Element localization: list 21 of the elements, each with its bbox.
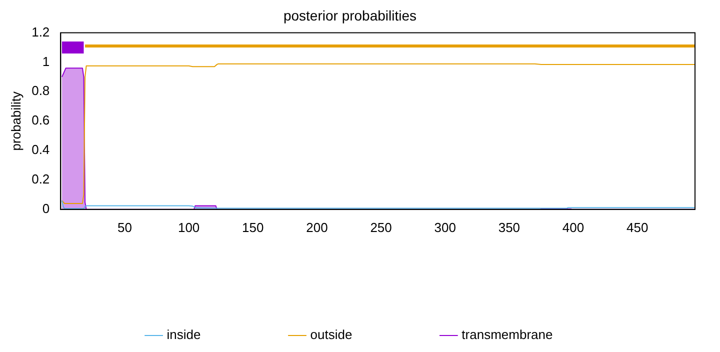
x-tick-label: 450: [626, 220, 648, 235]
x-tick-label: 300: [434, 220, 456, 235]
legend-label: transmembrane: [462, 327, 553, 342]
y-tick-label: 1.2: [32, 24, 50, 40]
y-tick-label: 0.4: [32, 142, 50, 158]
y-tick-label: 0: [42, 200, 50, 216]
x-tick-label: 100: [178, 220, 200, 235]
x-tick-label: 200: [306, 220, 328, 235]
y-axis-title: probability: [8, 90, 24, 151]
y-tick-label: 1: [42, 54, 50, 69]
x-tick-label: 400: [562, 220, 584, 235]
legend-label: outside: [310, 327, 352, 342]
y-tick-label: 0.8: [32, 83, 50, 98]
x-tick-label: 50: [118, 220, 132, 235]
legend-label: inside: [166, 327, 201, 342]
x-tick-label: 350: [498, 220, 520, 235]
x-tick-label: 250: [370, 220, 392, 235]
y-tick-label: 0.2: [32, 172, 50, 187]
x-tick-label: 150: [242, 220, 264, 235]
y-tick-label: 0.6: [32, 112, 50, 128]
chart-title: posterior probabilities: [283, 7, 417, 24]
